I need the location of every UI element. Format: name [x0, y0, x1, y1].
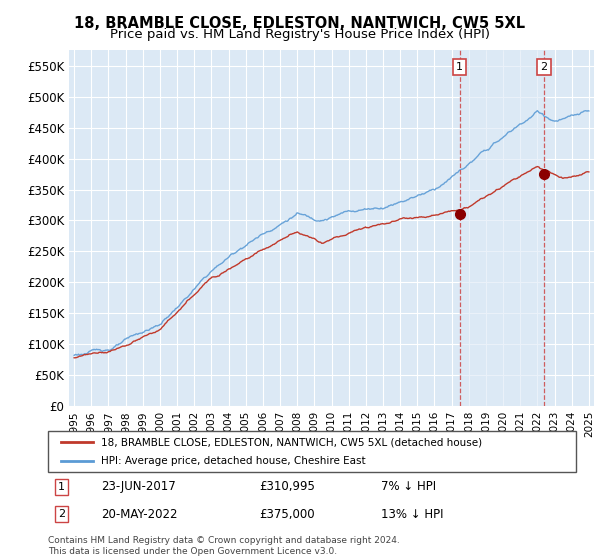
Text: 2: 2	[58, 510, 65, 519]
Text: 1: 1	[456, 62, 463, 72]
Text: 18, BRAMBLE CLOSE, EDLESTON, NANTWICH, CW5 5XL (detached house): 18, BRAMBLE CLOSE, EDLESTON, NANTWICH, C…	[101, 437, 482, 447]
Text: 20-MAY-2022: 20-MAY-2022	[101, 508, 178, 521]
Text: 23-JUN-2017: 23-JUN-2017	[101, 480, 176, 493]
Text: HPI: Average price, detached house, Cheshire East: HPI: Average price, detached house, Ches…	[101, 456, 365, 465]
Text: £375,000: £375,000	[259, 508, 315, 521]
Text: Price paid vs. HM Land Registry's House Price Index (HPI): Price paid vs. HM Land Registry's House …	[110, 28, 490, 41]
Text: £310,995: £310,995	[259, 480, 315, 493]
Text: Contains HM Land Registry data © Crown copyright and database right 2024.
This d: Contains HM Land Registry data © Crown c…	[48, 536, 400, 556]
Bar	[460, 50, 544, 406]
Text: 18, BRAMBLE CLOSE, EDLESTON, NANTWICH, CW5 5XL: 18, BRAMBLE CLOSE, EDLESTON, NANTWICH, C…	[74, 16, 526, 31]
Text: 13% ↓ HPI: 13% ↓ HPI	[380, 508, 443, 521]
Text: 7% ↓ HPI: 7% ↓ HPI	[380, 480, 436, 493]
FancyBboxPatch shape	[48, 431, 576, 472]
Text: 2: 2	[541, 62, 547, 72]
Text: 1: 1	[58, 482, 65, 492]
